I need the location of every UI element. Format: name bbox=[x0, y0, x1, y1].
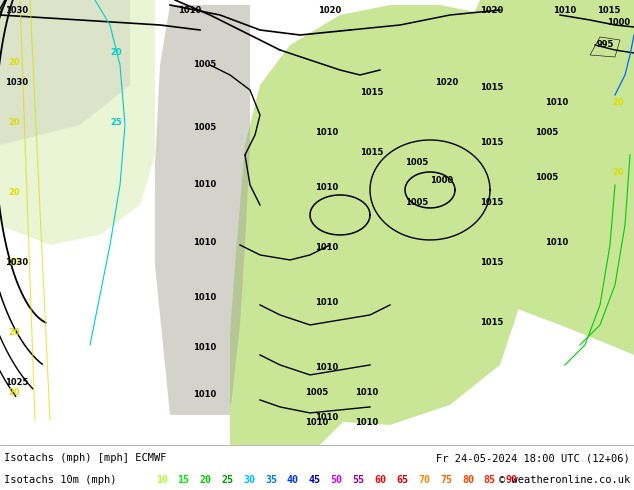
Text: 1020: 1020 bbox=[318, 6, 341, 15]
Text: 1030: 1030 bbox=[5, 6, 28, 15]
Text: 1010: 1010 bbox=[305, 418, 328, 427]
Text: 995: 995 bbox=[597, 40, 614, 49]
Text: 20: 20 bbox=[8, 328, 20, 337]
Text: 20: 20 bbox=[612, 168, 624, 177]
Text: 20: 20 bbox=[200, 475, 211, 485]
Text: 20: 20 bbox=[8, 258, 20, 267]
Text: 10: 10 bbox=[156, 475, 167, 485]
Text: 60: 60 bbox=[375, 475, 386, 485]
Text: 1015: 1015 bbox=[360, 88, 384, 97]
Text: 1030: 1030 bbox=[5, 258, 28, 267]
Text: 20: 20 bbox=[8, 188, 20, 197]
Text: 1005: 1005 bbox=[535, 128, 559, 137]
Text: 50: 50 bbox=[331, 475, 342, 485]
Polygon shape bbox=[520, 0, 634, 95]
Text: 1010: 1010 bbox=[315, 363, 339, 372]
Text: 1010: 1010 bbox=[193, 390, 216, 399]
Text: 1010: 1010 bbox=[193, 180, 216, 189]
Text: 1010: 1010 bbox=[193, 293, 216, 302]
Text: 35: 35 bbox=[265, 475, 277, 485]
Text: 1005: 1005 bbox=[405, 198, 428, 207]
Text: 1010: 1010 bbox=[553, 6, 576, 15]
Text: 1025: 1025 bbox=[5, 378, 29, 387]
Text: 40: 40 bbox=[287, 475, 299, 485]
Text: © weatheronline.co.uk: © weatheronline.co.uk bbox=[499, 475, 630, 485]
Polygon shape bbox=[155, 5, 250, 415]
Text: 1010: 1010 bbox=[315, 183, 339, 192]
Polygon shape bbox=[460, 0, 634, 355]
Text: 1010: 1010 bbox=[545, 238, 568, 247]
Text: 85: 85 bbox=[484, 475, 496, 485]
Text: 80: 80 bbox=[462, 475, 474, 485]
Text: 1015: 1015 bbox=[360, 148, 384, 157]
Text: 1010: 1010 bbox=[315, 243, 339, 252]
Text: 90: 90 bbox=[506, 475, 517, 485]
Text: 1010: 1010 bbox=[315, 128, 339, 137]
Text: 20: 20 bbox=[110, 48, 122, 57]
Text: 1005: 1005 bbox=[193, 60, 216, 69]
Text: 1010: 1010 bbox=[193, 343, 216, 352]
Text: Fr 24-05-2024 18:00 UTC (12+06): Fr 24-05-2024 18:00 UTC (12+06) bbox=[436, 453, 630, 464]
Text: 20: 20 bbox=[8, 118, 20, 127]
Text: 1030: 1030 bbox=[5, 78, 28, 87]
Polygon shape bbox=[0, 0, 130, 145]
Text: 1020: 1020 bbox=[435, 78, 458, 87]
Polygon shape bbox=[590, 37, 620, 57]
Text: 1020: 1020 bbox=[480, 6, 503, 15]
Text: 1015: 1015 bbox=[597, 6, 621, 15]
Polygon shape bbox=[230, 5, 570, 425]
Text: 1010: 1010 bbox=[355, 388, 378, 397]
Text: 25: 25 bbox=[221, 475, 233, 485]
Text: 30: 30 bbox=[243, 475, 255, 485]
Text: 20: 20 bbox=[8, 388, 20, 397]
Text: 20: 20 bbox=[612, 98, 624, 107]
Text: 75: 75 bbox=[440, 475, 452, 485]
Text: 1010: 1010 bbox=[545, 98, 568, 107]
Text: 1005: 1005 bbox=[193, 123, 216, 132]
Text: 1000: 1000 bbox=[430, 176, 453, 185]
Text: Isotachs (mph) [mph] ECMWF: Isotachs (mph) [mph] ECMWF bbox=[4, 453, 167, 464]
Text: Isotachs 10m (mph): Isotachs 10m (mph) bbox=[4, 475, 117, 485]
Text: 1015: 1015 bbox=[480, 138, 503, 147]
Text: 45: 45 bbox=[309, 475, 321, 485]
Text: 1015: 1015 bbox=[480, 198, 503, 207]
Text: 65: 65 bbox=[396, 475, 408, 485]
Text: 20: 20 bbox=[8, 58, 20, 67]
Text: 1005: 1005 bbox=[305, 388, 328, 397]
Text: 15: 15 bbox=[178, 475, 190, 485]
Text: 1010: 1010 bbox=[193, 238, 216, 247]
Text: 1015: 1015 bbox=[480, 258, 503, 267]
Text: 1015: 1015 bbox=[480, 83, 503, 92]
Text: 1010: 1010 bbox=[315, 413, 339, 422]
Polygon shape bbox=[230, 325, 350, 445]
Text: 1010: 1010 bbox=[315, 298, 339, 307]
Text: 55: 55 bbox=[353, 475, 365, 485]
Text: 1005: 1005 bbox=[535, 173, 559, 182]
Text: 1005: 1005 bbox=[405, 158, 428, 167]
Text: 1000: 1000 bbox=[607, 18, 630, 27]
Text: 1015: 1015 bbox=[480, 318, 503, 327]
Text: 1010: 1010 bbox=[355, 418, 378, 427]
Text: 1010: 1010 bbox=[178, 6, 201, 15]
Text: 70: 70 bbox=[418, 475, 430, 485]
Text: 25: 25 bbox=[110, 118, 122, 127]
Polygon shape bbox=[0, 0, 155, 245]
